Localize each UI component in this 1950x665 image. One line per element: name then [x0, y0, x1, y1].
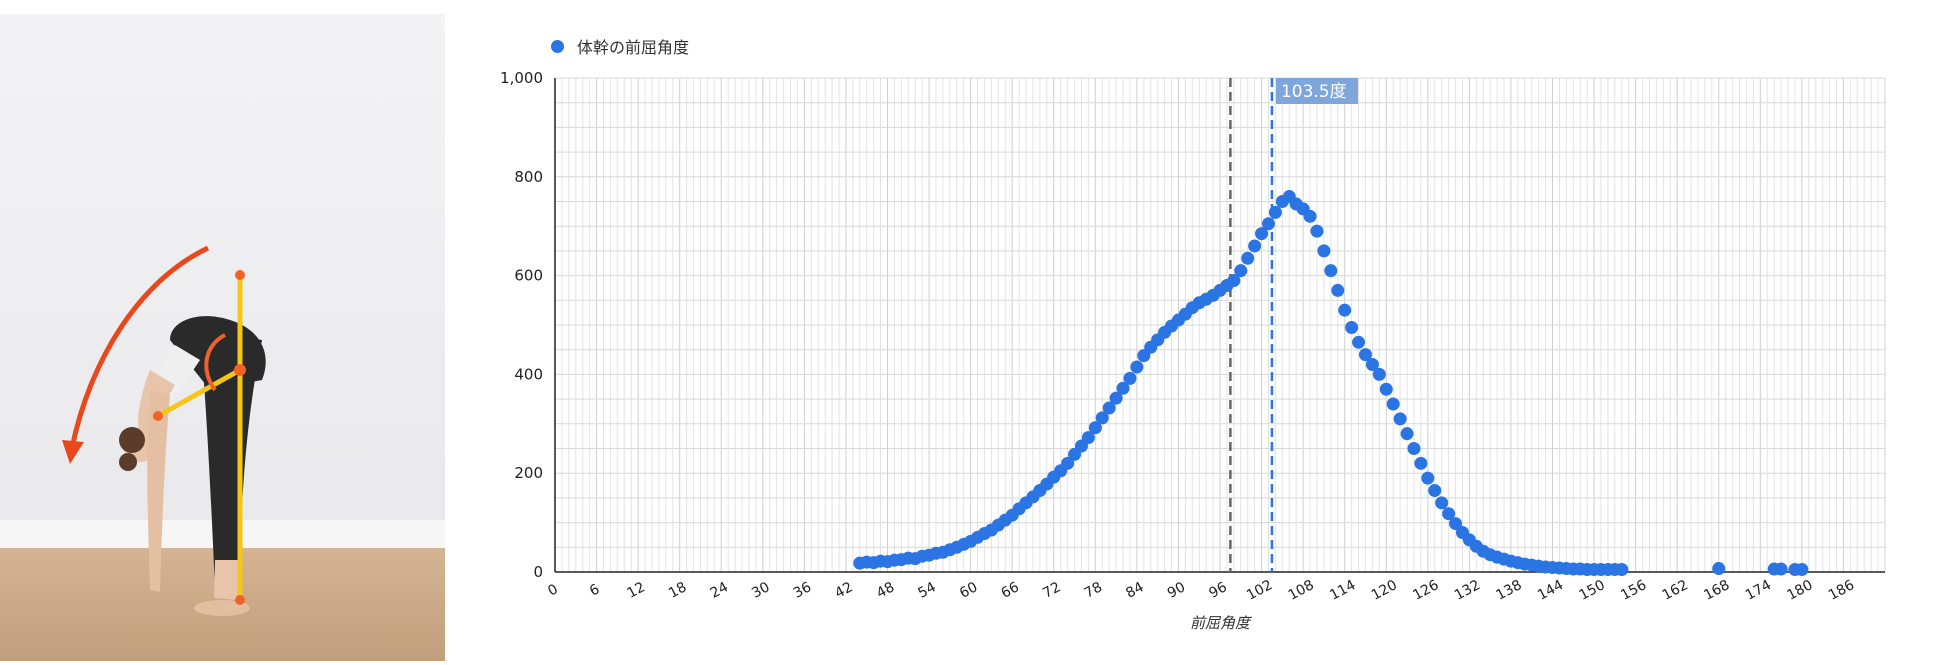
data-point	[1088, 421, 1102, 435]
data-point	[1352, 335, 1366, 349]
data-point	[1358, 348, 1372, 362]
data-point	[1449, 517, 1463, 531]
x-tick-label: 186	[1826, 577, 1857, 604]
x-tick-label: 180	[1784, 577, 1815, 604]
data-point	[1303, 209, 1317, 223]
reference-label: 103.5度	[1281, 82, 1347, 102]
x-tick-label: 48	[874, 579, 897, 601]
x-tick-label: 12	[625, 579, 648, 601]
x-tick-label: 42	[832, 579, 855, 601]
data-point	[1435, 496, 1449, 510]
data-point	[1324, 264, 1338, 278]
data-point	[1331, 283, 1345, 297]
data-point	[1615, 563, 1629, 577]
y-tick-label: 1,000	[500, 69, 543, 87]
data-point	[1372, 367, 1386, 381]
x-tick-label: 156	[1618, 577, 1649, 604]
legend-dot	[551, 39, 564, 53]
data-point	[1414, 456, 1428, 470]
data-point	[1123, 371, 1137, 385]
x-tick-label: 132	[1452, 577, 1483, 604]
x-tick-label: 78	[1082, 579, 1105, 601]
forward-bend-figure-icon	[0, 14, 445, 661]
data-point	[1268, 205, 1282, 219]
data-point	[1712, 562, 1726, 576]
x-tick-label: 108	[1286, 577, 1317, 604]
data-point	[1407, 442, 1421, 455]
data-point	[1116, 381, 1130, 395]
x-tick-label: 0	[545, 581, 560, 599]
data-point	[1102, 401, 1116, 415]
data-point	[1227, 274, 1241, 288]
y-tick-label: 200	[514, 464, 543, 482]
data-point	[1386, 397, 1400, 411]
x-tick-label: 120	[1369, 577, 1400, 604]
x-tick-label: 36	[791, 579, 814, 602]
data-point	[1365, 358, 1379, 372]
data-point	[1345, 320, 1359, 334]
x-tick-label: 24	[708, 579, 731, 602]
x-tick-label: 126	[1410, 577, 1441, 604]
data-point	[1393, 412, 1407, 426]
data-point	[1261, 217, 1275, 231]
x-tick-label: 72	[1040, 579, 1063, 601]
y-tick-label: 400	[514, 365, 543, 383]
data-point	[1795, 563, 1809, 577]
y-tick-label: 0	[533, 563, 543, 581]
scatter-chart: 0 200 400 600 800 1,000 0 6 12 18 24 30 36 42 48 54 60 66…	[500, 69, 1886, 632]
legend-label: 体幹の前屈角度	[577, 38, 690, 57]
x-tick-label: 54	[916, 579, 939, 602]
data-point	[1310, 224, 1324, 238]
x-tick-label: 84	[1123, 579, 1146, 602]
data-point	[1400, 427, 1414, 441]
data-point	[1774, 562, 1788, 576]
x-tick-label: 144	[1535, 577, 1566, 604]
forward-bend-photo	[0, 0, 445, 661]
data-point	[1379, 382, 1393, 396]
x-tick-label: 96	[1206, 579, 1229, 602]
x-tick-label: 174	[1743, 577, 1774, 604]
data-point	[1241, 251, 1255, 265]
data-point	[1421, 471, 1435, 485]
data-point	[1061, 456, 1075, 470]
x-tick-label: 6	[587, 581, 602, 599]
x-axis-title: 前屈角度	[1190, 614, 1252, 632]
x-tick-label: 102	[1244, 577, 1275, 604]
data-point	[1095, 411, 1109, 425]
x-tick-label: 18	[666, 579, 689, 601]
x-tick-label: 150	[1577, 577, 1608, 604]
data-point	[1255, 227, 1269, 241]
data-point	[1130, 360, 1144, 374]
x-tick-label: 168	[1701, 577, 1732, 604]
data-point	[1234, 264, 1248, 278]
x-tick-label: 66	[999, 579, 1022, 602]
data-point	[1248, 239, 1262, 253]
data-point	[1109, 391, 1123, 405]
x-tick-label: 138	[1494, 577, 1525, 604]
x-tick-label: 114	[1327, 577, 1358, 604]
data-point	[1442, 507, 1456, 521]
x-tick-label: 60	[957, 579, 980, 601]
reference-label-box	[1275, 78, 1358, 104]
data-point	[1338, 303, 1352, 317]
chart-legend: 体幹の前屈角度	[551, 34, 689, 58]
y-tick-label: 800	[514, 168, 543, 186]
data-point	[1428, 483, 1442, 497]
x-tick-label: 162	[1660, 577, 1691, 604]
data-point	[1081, 431, 1095, 445]
data-point	[1317, 244, 1331, 258]
x-tick-label: 90	[1165, 579, 1188, 601]
y-tick-label: 600	[514, 267, 543, 285]
x-tick-label: 30	[749, 579, 772, 601]
